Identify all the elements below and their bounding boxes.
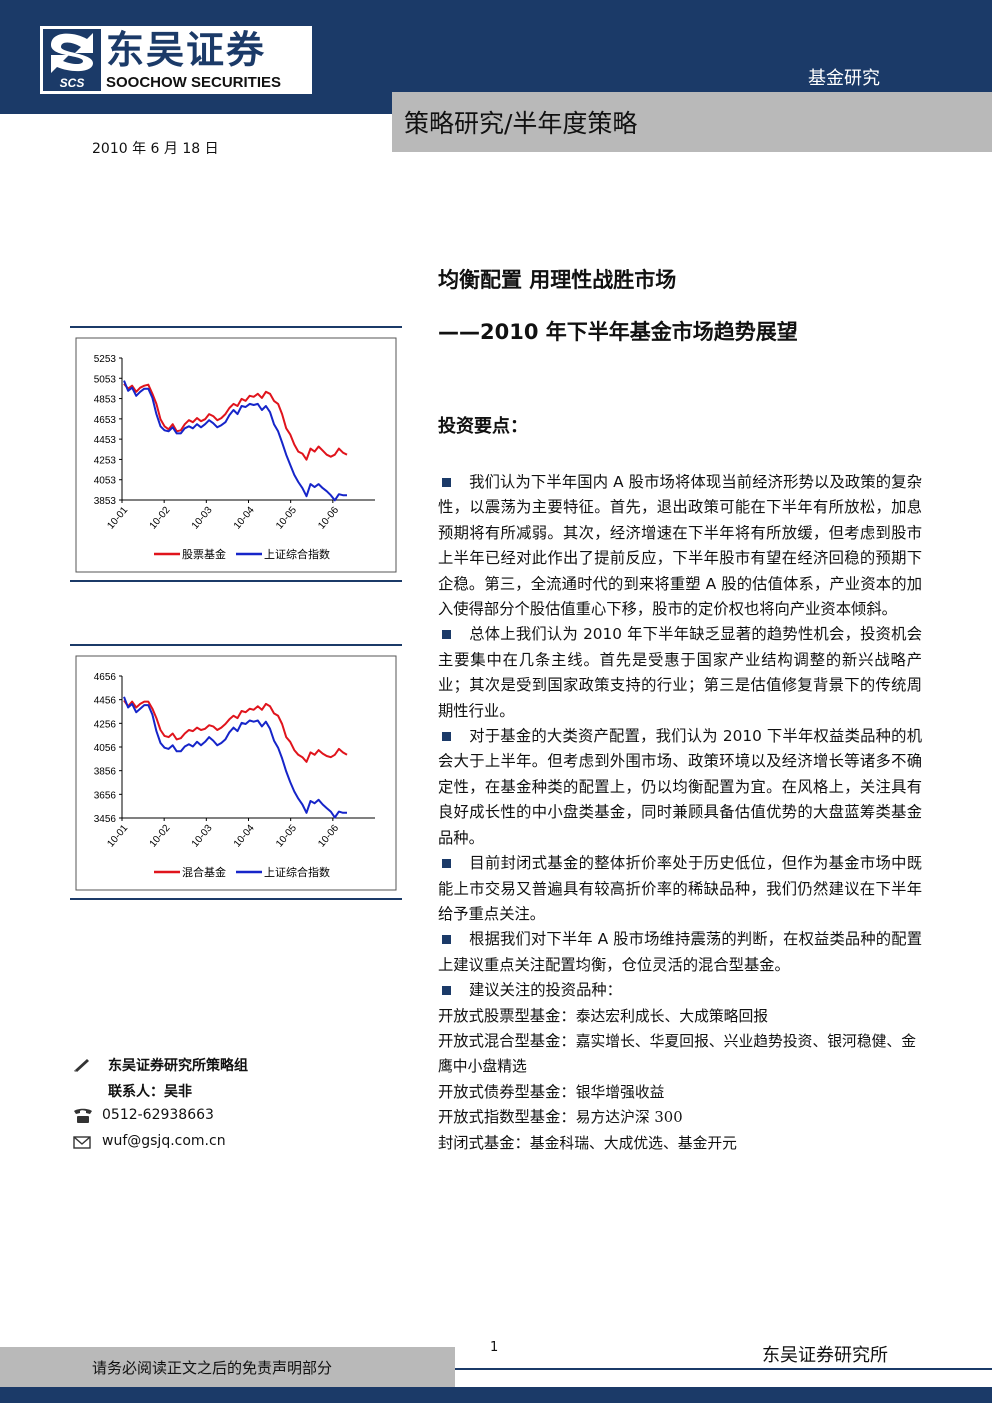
chart-frame — [75, 655, 397, 891]
series-line — [123, 696, 347, 819]
scs-logo-icon: SCS — [43, 29, 101, 91]
footer-rule — [455, 1368, 992, 1370]
y-tick-label: 3856 — [94, 767, 117, 778]
stock-fund-chart: 5253 5053 4853 4653 4453 4253 4053 3853 10-01 10-… — [70, 326, 402, 582]
key-point-paragraph: 目前封闭式基金的整体折价率处于历史低位，但作为基金市场中既能上市交易又普遍具有较… — [438, 851, 922, 927]
contact-person: 联系人：吴非 — [108, 1084, 192, 1100]
fund-list: 银华增强收益 — [575, 1083, 665, 1101]
fund-list: 基金科瑞、大成优选、基金开元 — [529, 1134, 737, 1152]
y-tick-label: 5053 — [94, 374, 117, 385]
series-line — [123, 699, 348, 763]
fund-category-label: 开放式混合型基金： — [438, 1031, 576, 1050]
envelope-icon — [73, 1136, 91, 1149]
footer-institute: 东吴证券研究所 — [762, 1345, 888, 1366]
disclaimer-note: 请务必阅读正文之后的免责声明部分 — [92, 1359, 333, 1377]
logo-mark-text: SCS — [60, 76, 85, 90]
y-tick-label: 4053 — [94, 476, 117, 487]
report-date: 2010 年 6 月 18 日 — [92, 141, 219, 157]
y-tick-label: 4256 — [94, 719, 117, 730]
key-point-text: 建议关注的投资品种： — [469, 981, 622, 1000]
legend-label: 上证综合指数 — [264, 865, 330, 879]
chart-frame — [75, 337, 397, 573]
square-bullet-icon — [442, 629, 451, 639]
legend-label: 股票基金 — [182, 547, 226, 561]
report-subtitle: ——2010 年下半年基金市场趋势展望 — [438, 320, 798, 344]
fund-recommendation: 封闭式基金：基金科瑞、大成优选、基金开元 — [438, 1131, 922, 1156]
series-line — [123, 380, 347, 502]
hybrid-fund-chart: 4656 4456 4256 4056 3856 3656 3456 10-01 10-02 10… — [70, 644, 402, 900]
category-bar: 策略研究/半年度策略 — [392, 92, 992, 152]
key-point-paragraph: 根据我们对下半年 A 股市场维持震荡的判断，在权益类品种的配置上建议重点关注配置… — [438, 927, 922, 978]
page-number: 1 — [490, 1340, 499, 1355]
y-tick-label: 3456 — [94, 814, 117, 825]
y-tick-label: 4253 — [94, 455, 117, 466]
fund-recommendation: 开放式混合型基金：嘉实增长、华夏回报、兴业趋势投资、银河稳健、金鹰中小盘精选 — [438, 1029, 922, 1080]
pen-icon — [74, 1059, 89, 1072]
bottom-band — [0, 1387, 992, 1403]
fund-category-label: 开放式股票型基金： — [438, 1006, 576, 1025]
report-title: 均衡配置 用理性战胜市场 — [438, 268, 677, 292]
square-bullet-icon — [442, 858, 451, 868]
key-point-paragraph: 我们认为下半年国内 A 股市场将体现当前经济形势以及政策的复杂性，以震荡为主要特… — [438, 470, 922, 622]
square-bullet-icon — [442, 985, 451, 995]
y-tick-label: 3656 — [94, 790, 117, 801]
y-tick-label: 4453 — [94, 435, 117, 446]
contact-phone: 0512-62938663 — [102, 1107, 214, 1123]
phone-icon — [74, 1108, 92, 1123]
key-point-paragraph: 建议关注的投资品种： — [438, 978, 922, 1003]
legend-label: 上证综合指数 — [264, 547, 330, 561]
contact-email: wuf@gsjq.com.cn — [102, 1133, 226, 1149]
key-point-text: 我们认为下半年国内 A 股市场将体现当前经济形势以及政策的复杂性，以震荡为主要特… — [438, 473, 922, 619]
y-tick-label: 4853 — [94, 395, 117, 406]
fund-category-label: 开放式指数型基金： — [438, 1108, 576, 1127]
y-tick-label: 5253 — [94, 354, 117, 365]
fund-recommendation: 开放式指数型基金：易方达沪深 300 — [438, 1105, 922, 1130]
contact-team: 东吴证券研究所策略组 — [108, 1058, 248, 1074]
fund-category-label: 封闭式基金： — [438, 1133, 530, 1152]
key-point-text: 对于基金的大类资产配置，我们认为 2010 下半年权益类品种的机会大于上半年。但… — [438, 727, 922, 847]
y-tick-label: 4056 — [94, 743, 117, 754]
footer-bar: 请务必阅读正文之后的免责声明部分 — [0, 1347, 455, 1387]
square-bullet-icon — [442, 934, 451, 944]
fund-recommendation: 开放式债券型基金：银华增强收益 — [438, 1080, 922, 1105]
key-point-text: 总体上我们认为 2010 年下半年缺乏显著的趋势性机会，投资机会主要集中在几条主… — [438, 625, 922, 720]
fund-recommendation: 开放式股票型基金：泰达宏利成长、大成策略回报 — [438, 1004, 922, 1029]
square-bullet-icon — [442, 477, 451, 487]
logo-cn-text: 东吴证券 — [106, 28, 267, 72]
header-band: SCS 东吴证券 SOOCHOW SECURITIES 基金研究 — [0, 0, 992, 114]
key-point-text: 根据我们对下半年 A 股市场维持震荡的判断，在权益类品种的配置上建议重点关注配置… — [438, 930, 922, 974]
key-point-paragraph: 总体上我们认为 2010 年下半年缺乏显著的趋势性机会，投资机会主要集中在几条主… — [438, 622, 922, 724]
fund-list: 嘉实增长、华夏回报、兴业趋势投资、银河稳健、金鹰中小盘精选 — [438, 1032, 917, 1076]
y-tick-label: 3853 — [94, 496, 117, 507]
fund-category-label: 开放式债券型基金： — [438, 1082, 576, 1101]
square-bullet-icon — [442, 731, 451, 741]
series-line — [123, 383, 348, 461]
key-point-text: 目前封闭式基金的整体折价率处于历史低位，但作为基金市场中既能上市交易又普遍具有较… — [438, 854, 922, 923]
y-tick-label: 4656 — [94, 672, 117, 683]
key-point-paragraph: 对于基金的大类资产配置，我们认为 2010 下半年权益类品种的机会大于上半年。但… — [438, 724, 922, 851]
company-logo: SCS 东吴证券 SOOCHOW SECURITIES — [40, 26, 312, 94]
key-points-body: 我们认为下半年国内 A 股市场将体现当前经济形势以及政策的复杂性，以震荡为主要特… — [438, 470, 922, 1156]
logo-en-text: SOOCHOW SECURITIES — [106, 74, 282, 91]
fund-list: 易方达沪深 300 — [575, 1109, 683, 1127]
legend-label: 混合基金 — [182, 865, 226, 879]
report-category: 策略研究/半年度策略 — [404, 109, 638, 138]
y-tick-label: 4653 — [94, 415, 117, 426]
fund-list: 泰达宏利成长、大成策略回报 — [575, 1007, 769, 1025]
key-points-heading: 投资要点： — [438, 416, 528, 437]
y-tick-label: 4456 — [94, 696, 117, 707]
section-label: 基金研究 — [808, 68, 880, 89]
